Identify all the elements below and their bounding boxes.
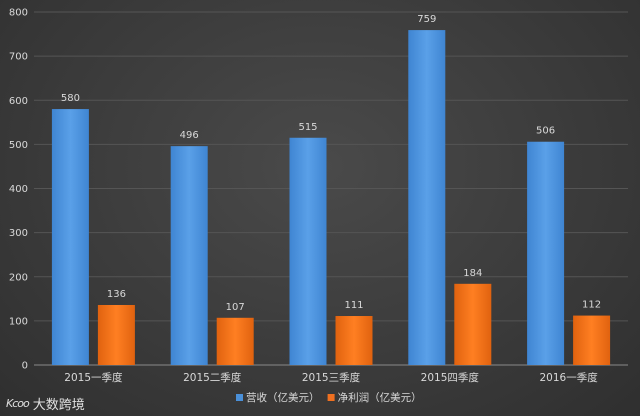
- x-tick-label: 2015一季度: [64, 371, 123, 384]
- legend-label: 净利润（亿美元）: [338, 391, 422, 404]
- watermark: Kcoo 大数跨境: [6, 394, 85, 413]
- data-label: 580: [61, 93, 80, 104]
- data-label: 184: [463, 268, 482, 279]
- bar-revenue: [408, 30, 446, 366]
- y-tick-label: 500: [9, 140, 28, 151]
- x-axis: 2015一季度 2015二季度 2015三季度 2015四季度 2016一季度: [64, 371, 598, 384]
- data-labels: 580 136 496 107 515 111 759 184 506 112: [61, 14, 601, 313]
- x-tick-label: 2015三季度: [302, 371, 361, 384]
- bar-profit: [335, 316, 373, 365]
- data-label: 112: [582, 300, 601, 311]
- data-label: 506: [536, 126, 555, 137]
- legend-swatch-profit: [327, 394, 335, 401]
- data-label: 136: [107, 289, 126, 300]
- legend-swatch-revenue: [236, 394, 243, 401]
- y-tick-label: 800: [9, 8, 28, 19]
- y-tick-label: 0: [22, 361, 28, 372]
- y-tick-label: 300: [9, 228, 28, 239]
- y-tick-label: 600: [9, 96, 28, 107]
- data-label: 496: [180, 130, 199, 141]
- y-tick-label: 400: [9, 184, 28, 195]
- bar-revenue: [289, 137, 327, 365]
- x-tick-label: 2015二季度: [183, 371, 242, 384]
- y-axis: 0 100 200 300 400 500 600 700 800: [9, 8, 28, 372]
- y-tick-label: 100: [9, 316, 28, 327]
- x-tick-label: 2015四季度: [421, 371, 480, 384]
- bar-revenue: [170, 146, 208, 365]
- x-tick-label: 2016一季度: [539, 371, 598, 384]
- bars: [51, 30, 611, 366]
- y-tick-label: 200: [9, 272, 28, 283]
- bar-profit: [573, 315, 611, 365]
- bar-revenue: [527, 141, 565, 365]
- bar-profit: [97, 304, 135, 365]
- bar-profit: [216, 317, 254, 365]
- data-label: 759: [417, 14, 436, 25]
- watermark-text: 大数跨境: [32, 398, 85, 413]
- data-label: 107: [226, 302, 245, 313]
- data-label: 515: [298, 122, 317, 133]
- legend-label: 营收（亿美元）: [246, 391, 320, 404]
- legend: 营收（亿美元） 净利润（亿美元）: [236, 391, 422, 404]
- bar-revenue: [51, 109, 89, 365]
- bar-profit: [454, 283, 492, 365]
- y-tick-label: 700: [9, 52, 28, 63]
- data-label: 111: [344, 300, 363, 311]
- watermark-logo: Kcoo: [6, 397, 30, 410]
